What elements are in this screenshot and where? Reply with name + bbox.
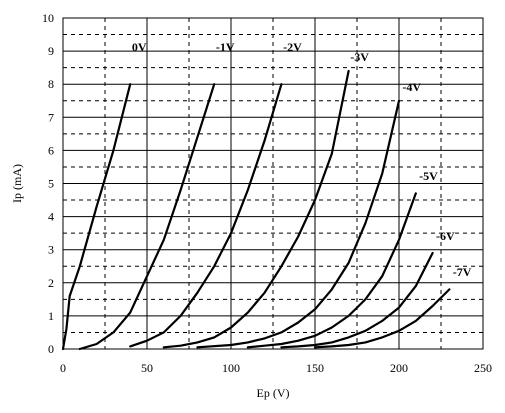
y-tick-label: 5 — [48, 177, 54, 191]
y-tick-label: 8 — [48, 77, 54, 91]
curve-label: -4V — [402, 80, 421, 94]
curve--3V — [162, 69, 350, 349]
y-tick-label: 4 — [48, 210, 54, 224]
x-tick-label: 50 — [141, 361, 153, 375]
curve-0V — [61, 83, 132, 351]
y-tick-labels: 0 1 2 3 4 5 6 7 8 9 10 — [42, 11, 54, 356]
y-tick-label: 1 — [48, 309, 54, 323]
curve-labels: 0V -1V -2V -3V -4V -5V -6V -7V — [132, 40, 472, 279]
x-tick-label: 100 — [222, 361, 240, 375]
y-tick-label: 0 — [48, 342, 54, 356]
x-tick-label: 250 — [474, 361, 492, 375]
x-axis-title: Ep (V) — [257, 386, 290, 400]
y-tick-label: 2 — [48, 276, 54, 290]
grid-minor — [63, 18, 483, 349]
curve--7V — [313, 288, 451, 349]
curve-label: -3V — [350, 50, 369, 64]
curve-label: -6V — [436, 229, 455, 243]
curve-label: -1V — [216, 40, 235, 54]
x-tick-label: 200 — [390, 361, 408, 375]
curve-label: 0V — [132, 40, 147, 54]
curve-label: -5V — [419, 169, 438, 183]
plot-frame — [62, 17, 484, 350]
x-tick-labels: 0 50 100 150 200 250 — [60, 361, 492, 375]
y-tick-label: 10 — [42, 11, 54, 25]
y-tick-label: 3 — [48, 243, 54, 257]
x-tick-label: 150 — [306, 361, 324, 375]
curve-label: -2V — [283, 40, 302, 54]
y-tick-label: 9 — [48, 44, 54, 58]
plate-curves — [61, 69, 451, 351]
x-tick-label: 0 — [60, 361, 66, 375]
y-axis-title: Ip (mA) — [10, 164, 24, 203]
curve--5V — [246, 192, 417, 349]
curve-label: -7V — [453, 265, 472, 279]
curve--6V — [280, 251, 434, 349]
curve--1V — [78, 83, 216, 351]
curve--4V — [196, 99, 401, 349]
y-tick-label: 6 — [48, 143, 54, 157]
curve--2V — [129, 83, 283, 348]
y-tick-label: 7 — [48, 110, 54, 124]
